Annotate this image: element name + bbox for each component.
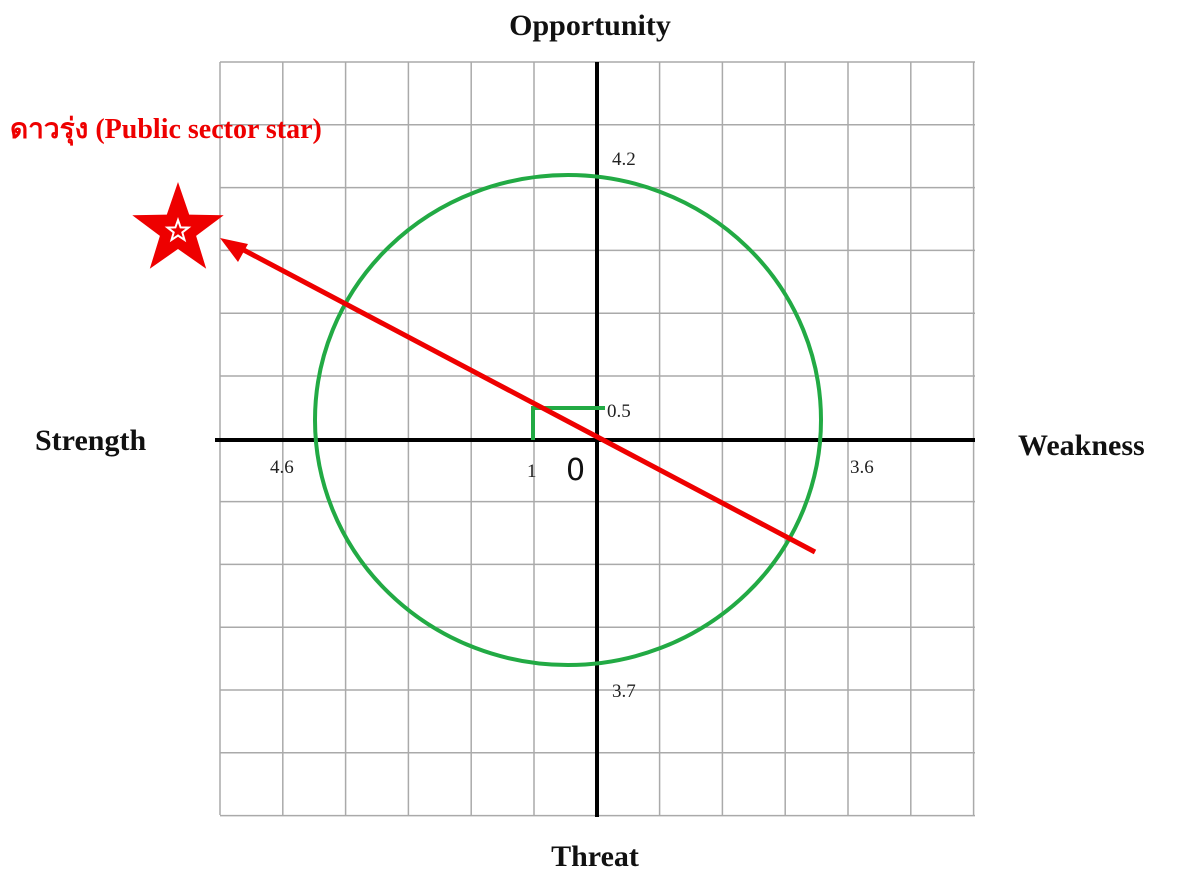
score: 4.2 bbox=[612, 149, 636, 170]
circle bbox=[313, 173, 823, 667]
origin: 0 bbox=[566, 453, 585, 488]
title: ดาวรุ่ง (Public sector star) bbox=[10, 114, 322, 146]
axis-label-right: Weakness bbox=[1018, 429, 1145, 462]
score: 1 bbox=[527, 461, 537, 482]
score: 0.5 bbox=[607, 401, 631, 422]
axis-label-top: Opportunity bbox=[509, 9, 671, 42]
star bbox=[132, 182, 224, 269]
score: 3.7 bbox=[612, 681, 636, 702]
star-inner bbox=[164, 216, 192, 243]
arrow-head bbox=[220, 238, 248, 262]
score: 3.6 bbox=[850, 457, 874, 478]
axis-label-left: Strength bbox=[35, 424, 146, 457]
axis-label-bottom: Threat bbox=[551, 840, 639, 873]
direction-arrow bbox=[236, 244, 817, 555]
result-bracket bbox=[531, 406, 605, 440]
score: 4.6 bbox=[270, 457, 294, 478]
